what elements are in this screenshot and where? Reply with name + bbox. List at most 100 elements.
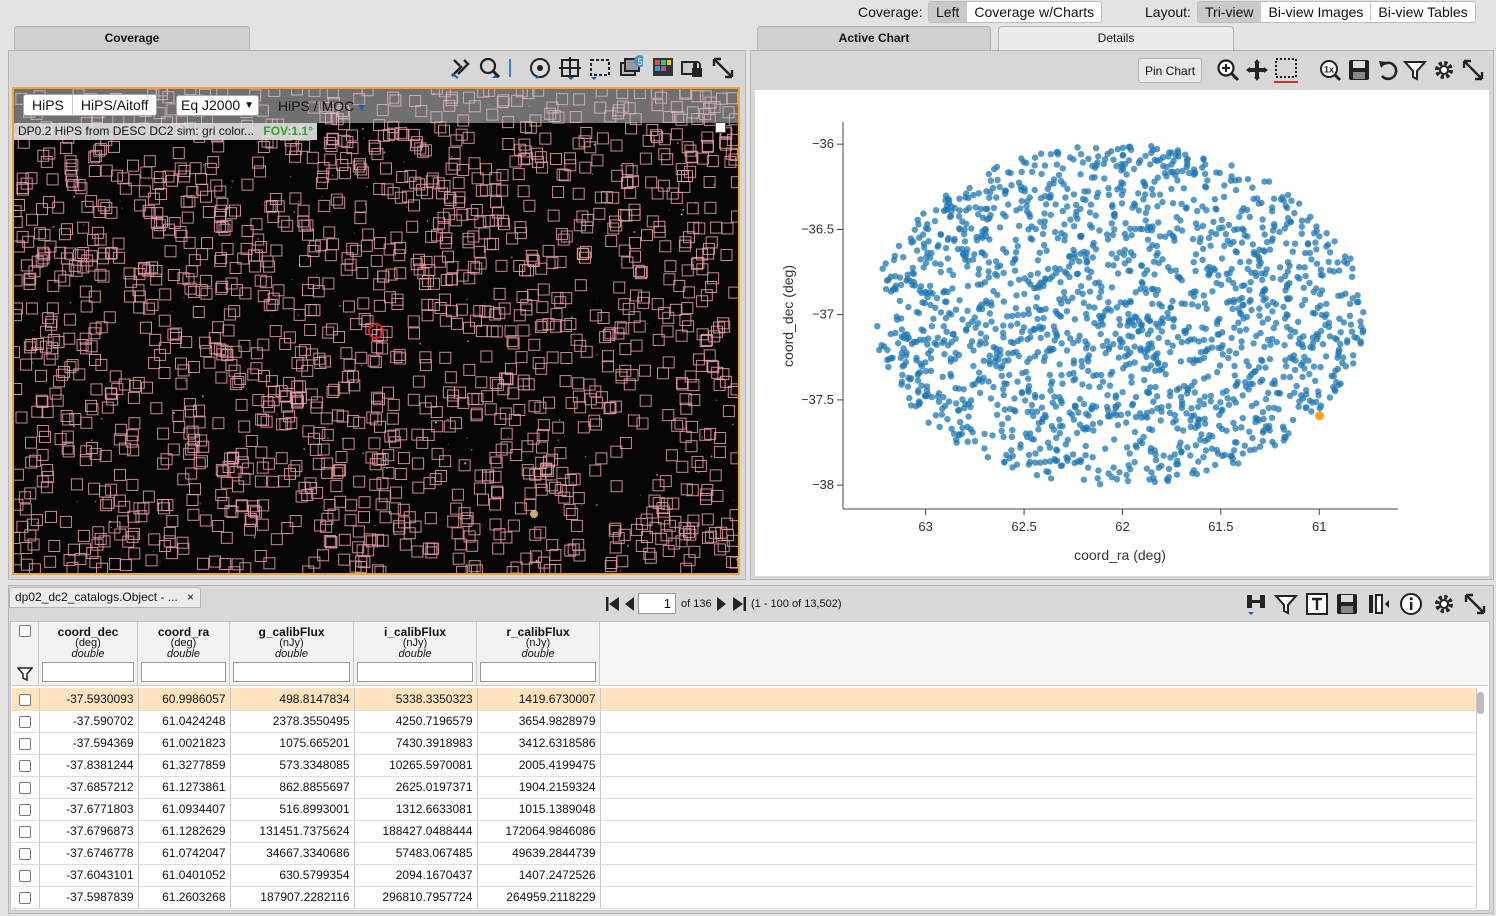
- table-row[interactable]: -37.6746778 61.0742047 34667.3340686 57483.…: [12, 842, 1476, 864]
- info-icon[interactable]: [1399, 592, 1423, 616]
- scatter-chart[interactable]: 63 62.5 62 61.5 61 −36 −36.5 −37 −37.5 −38 coord…: [755, 90, 1489, 576]
- text-view-icon[interactable]: [1305, 592, 1329, 616]
- settings-icon[interactable]: [1432, 58, 1456, 82]
- first-page-icon[interactable]: [605, 595, 621, 613]
- color-icon[interactable]: [651, 56, 675, 80]
- layout-bi-view-images-option[interactable]: Bi-view Images: [1261, 2, 1371, 22]
- select-all-rows-checkbox[interactable]: [19, 625, 31, 637]
- table-row[interactable]: -37.594369 61.0021823 1075.665201 7430.3918…: [12, 732, 1476, 754]
- scatter-plot[interactable]: 63 62.5 62 61.5 61 −36−36.5−37−37.5−38 coord…: [755, 90, 1489, 576]
- hips-aitoff-option[interactable]: HiPS/Aitoff: [73, 95, 156, 115]
- table-row[interactable]: -37.6771803 61.0934407 516.8993001 1312.663…: [12, 798, 1476, 820]
- column-filter-input[interactable]: [42, 662, 134, 682]
- table-scrollbar[interactable]: [1477, 692, 1484, 714]
- pan-icon[interactable]: [1245, 58, 1269, 82]
- restore-icon[interactable]: [1376, 58, 1400, 82]
- page-input[interactable]: 1: [638, 593, 676, 614]
- scatter-point: [947, 214, 953, 220]
- column-filter-input[interactable]: [233, 662, 350, 682]
- row-checkbox[interactable]: [19, 804, 31, 816]
- select-icon[interactable]: [1274, 58, 1298, 82]
- table-tab[interactable]: dp02_dc2_catalogs.Object - ... ×: [9, 587, 201, 608]
- filter-icon[interactable]: [1403, 58, 1427, 82]
- coverage-with-charts-option[interactable]: Coverage w/Charts: [967, 2, 1101, 22]
- table-row[interactable]: -37.8381244 61.3277859 573.3348085 10265.59…: [12, 754, 1476, 776]
- layout-bi-view-tables-option[interactable]: Bi-view Tables: [1371, 2, 1474, 22]
- row-select-cell: [12, 842, 39, 864]
- table-settings-icon[interactable]: [1432, 592, 1456, 616]
- column-filter-input[interactable]: [357, 662, 473, 682]
- column-header[interactable]: r_calibFlux (nJy) double: [477, 622, 600, 686]
- hips-option[interactable]: HiPS: [24, 95, 73, 115]
- column-header[interactable]: coord_ra (deg) double: [138, 622, 230, 686]
- zoom-1x-icon[interactable]: 1x: [1318, 58, 1342, 82]
- filter-toggle-icon[interactable]: [17, 666, 33, 682]
- hips-moc-menu[interactable]: HiPS / MOC ▼: [278, 98, 367, 114]
- recenter-icon[interactable]: [528, 56, 552, 80]
- table-filter-icon[interactable]: [1274, 592, 1298, 616]
- select-all-checkbox[interactable]: [715, 122, 726, 133]
- table-save-icon[interactable]: [1335, 592, 1359, 616]
- last-page-icon[interactable]: [731, 595, 747, 613]
- coverage-left-option[interactable]: Left: [929, 2, 967, 22]
- column-filter-input[interactable]: [141, 662, 226, 682]
- lock-icon[interactable]: [680, 56, 704, 80]
- hips-image-view[interactable]: HiPS HiPS/Aitoff Eq J2000 ▼ HiPS / MOC ▼ D…: [12, 87, 740, 575]
- expand-icon[interactable]: [711, 56, 735, 80]
- tab-active-chart[interactable]: Active Chart: [757, 26, 991, 51]
- pin-chart-button[interactable]: Pin Chart: [1138, 58, 1202, 83]
- close-icon[interactable]: ×: [187, 588, 194, 607]
- table-row[interactable]: -37.590702 61.0424248 2378.3550495 4250.719…: [12, 710, 1476, 732]
- row-checkbox[interactable]: [19, 892, 31, 904]
- chart-expand-icon[interactable]: [1461, 58, 1485, 82]
- layout-tri-view-option[interactable]: Tri-view: [1198, 2, 1261, 22]
- zoom-icon[interactable]: [478, 56, 502, 80]
- star: [702, 437, 703, 438]
- scatter-point: [1306, 371, 1312, 377]
- crosshair-icon[interactable]: [558, 56, 582, 80]
- scatter-point: [1132, 429, 1138, 435]
- zoom-in-icon[interactable]: [1216, 58, 1240, 82]
- row-checkbox[interactable]: [19, 716, 31, 728]
- tab-coverage[interactable]: Coverage: [14, 26, 250, 51]
- tools-icon[interactable]: [448, 56, 472, 80]
- scatter-point: [1027, 235, 1033, 241]
- scatter-point: [1292, 241, 1298, 247]
- column-filter-input[interactable]: [480, 662, 596, 682]
- scatter-point: [1234, 249, 1240, 255]
- coord-system-select[interactable]: Eq J2000 ▼: [176, 95, 259, 116]
- table-row[interactable]: -37.6857212 61.1273861 862.8855697 2625.019…: [12, 776, 1476, 798]
- select-area-icon[interactable]: [588, 56, 612, 80]
- row-checkbox[interactable]: [19, 694, 31, 706]
- empty-cell: [600, 820, 1476, 842]
- scatter-point: [1170, 317, 1176, 323]
- column-options-icon[interactable]: [1367, 592, 1391, 616]
- scatter-point: [1032, 162, 1038, 168]
- table-row[interactable]: -37.5930093 60.9986057 498.8147834 5338.335…: [12, 688, 1476, 710]
- previous-page-icon[interactable]: [623, 595, 635, 613]
- search-columns-icon[interactable]: [1244, 592, 1268, 616]
- next-page-icon[interactable]: [716, 595, 728, 613]
- layers-icon[interactable]: 5: [619, 56, 643, 80]
- save-icon[interactable]: [1347, 58, 1371, 82]
- star: [589, 231, 590, 232]
- row-checkbox[interactable]: [19, 782, 31, 794]
- table-row[interactable]: -37.5987839 61.2603268 187907.2282116 29681…: [12, 886, 1476, 908]
- scatter-point: [991, 205, 997, 211]
- row-checkbox[interactable]: [19, 826, 31, 838]
- column-header[interactable]: g_calibFlux (nJy) double: [230, 622, 354, 686]
- star: [466, 438, 467, 439]
- table-row[interactable]: -37.6796873 61.1282629 131451.7375624 18842…: [12, 820, 1476, 842]
- scatter-point: [1118, 167, 1124, 173]
- column-header[interactable]: coord_dec (deg) double: [39, 622, 138, 686]
- row-checkbox[interactable]: [19, 760, 31, 772]
- scatter-point: [1070, 370, 1076, 376]
- row-checkbox[interactable]: [19, 848, 31, 860]
- table-expand-icon[interactable]: [1463, 592, 1487, 616]
- tab-details[interactable]: Details: [998, 26, 1234, 50]
- row-checkbox[interactable]: [19, 738, 31, 750]
- table-row[interactable]: -37.6043101 61.0401052 630.5799354 2094.167…: [12, 864, 1476, 886]
- column-header[interactable]: i_calibFlux (nJy) double: [354, 622, 477, 686]
- row-checkbox[interactable]: [19, 870, 31, 882]
- highlighted-point[interactable]: [1315, 411, 1324, 420]
